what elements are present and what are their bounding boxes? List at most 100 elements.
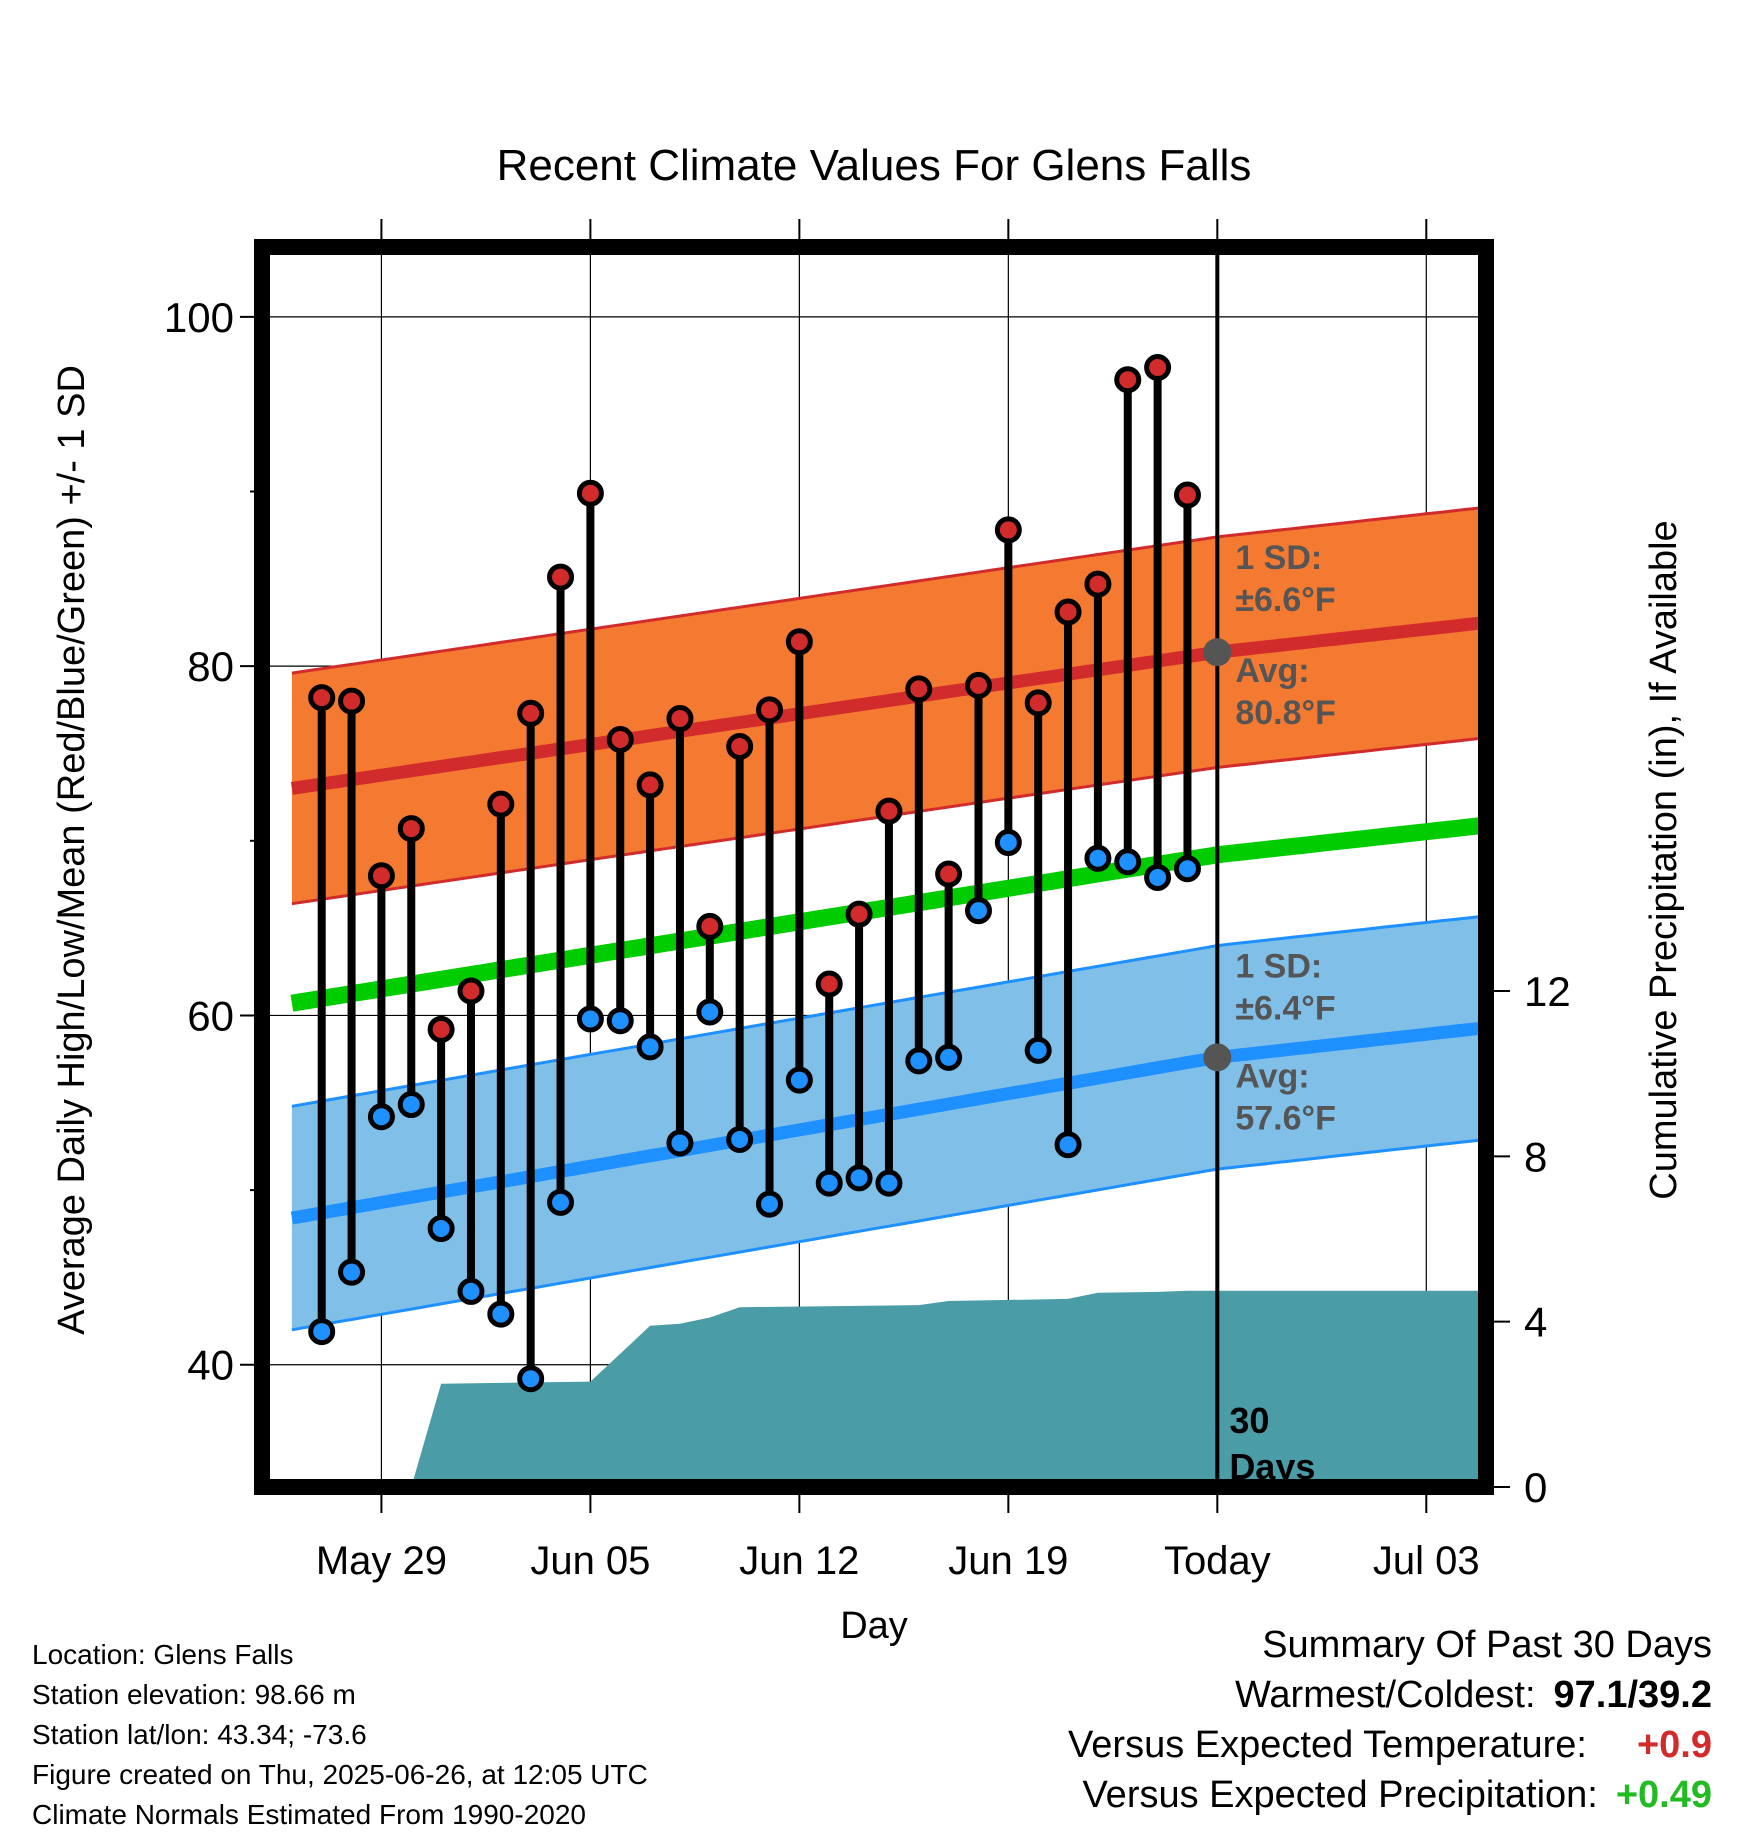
elevation-text: Station elevation: 98.66 m [32, 1679, 356, 1710]
high-sd-label: 1 SD: [1235, 539, 1322, 577]
low-point-2025-06-22 [1084, 844, 1112, 872]
warm-cold-label: Warmest/Coldest: [1234, 1674, 1536, 1716]
high-point-2025-06-07 [636, 771, 664, 799]
cumulative-precip-area [411, 1290, 1486, 1487]
low-point-2025-06-23 [1114, 848, 1142, 876]
high-point-2025-06-14 [845, 900, 873, 928]
high-point-2025-06-08 [666, 705, 694, 733]
high-point-2025-06-17 [935, 860, 963, 888]
high-point-2025-06-15 [875, 797, 903, 825]
summary-temp: Versus Expected Temperature: +0.9 [1068, 1720, 1712, 1770]
low-avg-value: 57.6°F [1235, 1099, 1336, 1137]
high-point-2025-05-28 [338, 687, 366, 715]
plot-frame [254, 239, 1494, 1495]
high-point-2025-06-09 [696, 912, 724, 940]
high-point-2025-06-13 [815, 970, 843, 998]
high-point-2025-06-19 [994, 516, 1022, 544]
low-point-2025-05-28 [338, 1258, 366, 1286]
high-point-2025-06-18 [964, 671, 992, 699]
x-tick-label-0: May 29 [316, 1539, 447, 1583]
high-avg-label: Avg: [1235, 652, 1309, 690]
y2-tick-label-12: 12 [1524, 968, 1571, 1015]
high-point-2025-06-23 [1114, 366, 1142, 394]
low-point-2025-06-02 [487, 1300, 515, 1328]
low-sd-value: ±6.4°F [1235, 990, 1335, 1028]
today-label-0: 30 [1229, 1400, 1269, 1441]
low-point-2025-05-27 [308, 1318, 336, 1346]
x-tick-label-3: Jun 19 [948, 1539, 1068, 1583]
summary-warm-cold: Warmest/Coldest: 97.1/39.2 [1068, 1670, 1712, 1720]
low-point-2025-06-12 [785, 1066, 813, 1094]
high-point-2025-06-12 [785, 628, 813, 656]
high-avg-value: 80.8°F [1235, 694, 1336, 732]
low-point-2025-06-11 [756, 1190, 784, 1218]
low-avg-marker [1203, 1043, 1232, 1072]
high-point-2025-06-11 [756, 696, 784, 724]
precip-value: +0.49 [1615, 1774, 1712, 1816]
normal-high-line [290, 616, 1487, 795]
high-point-2025-05-30 [397, 815, 425, 843]
x-tick-label-1: Jun 05 [530, 1539, 650, 1583]
low-point-2025-05-29 [367, 1103, 395, 1131]
high-point-2025-05-29 [367, 862, 395, 890]
low-point-2025-06-19 [994, 829, 1022, 857]
y2-axis-label: Cumulative Precipitation (in), If Availa… [1643, 520, 1685, 1199]
low-point-2025-06-05 [576, 1005, 604, 1033]
x-axis-label: Day [840, 1605, 908, 1647]
low-point-2025-06-09 [696, 998, 724, 1026]
station-info: Location: Glens Falls Station elevation:… [32, 1635, 648, 1835]
low-point-2025-06-24 [1144, 863, 1172, 891]
normal-high-upper-edge [291, 505, 1487, 675]
high-point-2025-06-06 [606, 726, 634, 754]
high-sd-value: ±6.6°F [1235, 581, 1335, 619]
temp-value: +0.9 [1636, 1724, 1712, 1766]
high-point-2025-05-31 [427, 1015, 455, 1043]
high-point-2025-06-05 [576, 479, 604, 507]
low-point-2025-06-15 [875, 1169, 903, 1197]
low-point-2025-05-31 [427, 1215, 455, 1243]
low-point-2025-06-21 [1054, 1131, 1082, 1159]
high-point-2025-05-27 [308, 684, 336, 712]
y-tick-label-80: 80 [187, 643, 234, 690]
low-point-2025-05-30 [397, 1091, 425, 1119]
low-point-2025-06-13 [815, 1169, 843, 1197]
high-point-2025-06-22 [1084, 570, 1112, 598]
temp-label: Versus Expected Temperature: [1068, 1724, 1587, 1766]
high-point-2025-06-24 [1144, 354, 1172, 382]
low-point-2025-06-06 [606, 1007, 634, 1035]
normal-low-lower-edge [291, 1138, 1487, 1332]
x-tick-label-5: Jul 03 [1373, 1539, 1480, 1583]
y2-tick-label-4: 4 [1524, 1299, 1547, 1346]
high-point-2025-06-25 [1173, 481, 1201, 509]
summary-panel: Summary Of Past 30 Days Warmest/Coldest:… [1068, 1620, 1712, 1820]
low-avg-label: Avg: [1235, 1057, 1309, 1095]
high-point-2025-06-21 [1054, 598, 1082, 626]
high-point-2025-06-02 [487, 790, 515, 818]
x-tick-label-2: Jun 12 [739, 1539, 859, 1583]
chart-title: Recent Climate Values For Glens Falls [497, 141, 1252, 190]
latlon-text: Station lat/lon: 43.34; -73.6 [32, 1719, 367, 1750]
warm-cold-value: 97.1/39.2 [1553, 1674, 1712, 1716]
x-tick-label-4: Today [1164, 1539, 1271, 1583]
y-tick-label-40: 40 [187, 1342, 234, 1389]
y2-tick-label-0: 0 [1524, 1464, 1547, 1511]
low-point-2025-06-04 [547, 1188, 575, 1216]
high-point-2025-06-01 [457, 977, 485, 1005]
summary-precip: Versus Expected Precipitation: +0.49 [1068, 1770, 1712, 1820]
low-point-2025-06-07 [636, 1033, 664, 1061]
high-point-2025-06-16 [905, 675, 933, 703]
y-axis-label: Average Daily High/Low/Mean (Red/Blue/Gr… [51, 365, 93, 1335]
low-point-2025-06-01 [457, 1277, 485, 1305]
high-point-2025-06-10 [726, 732, 754, 760]
precip-label: Versus Expected Precipitation: [1082, 1774, 1598, 1816]
high-point-2025-06-03 [517, 699, 545, 727]
low-point-2025-06-03 [517, 1365, 545, 1393]
location-text: Location: Glens Falls [32, 1639, 294, 1670]
low-point-2025-06-16 [905, 1047, 933, 1075]
y2-tick-label-8: 8 [1524, 1133, 1547, 1180]
low-point-2025-06-20 [1024, 1036, 1052, 1064]
summary-title: Summary Of Past 30 Days [1262, 1624, 1712, 1666]
low-sd-label: 1 SD: [1235, 948, 1322, 986]
